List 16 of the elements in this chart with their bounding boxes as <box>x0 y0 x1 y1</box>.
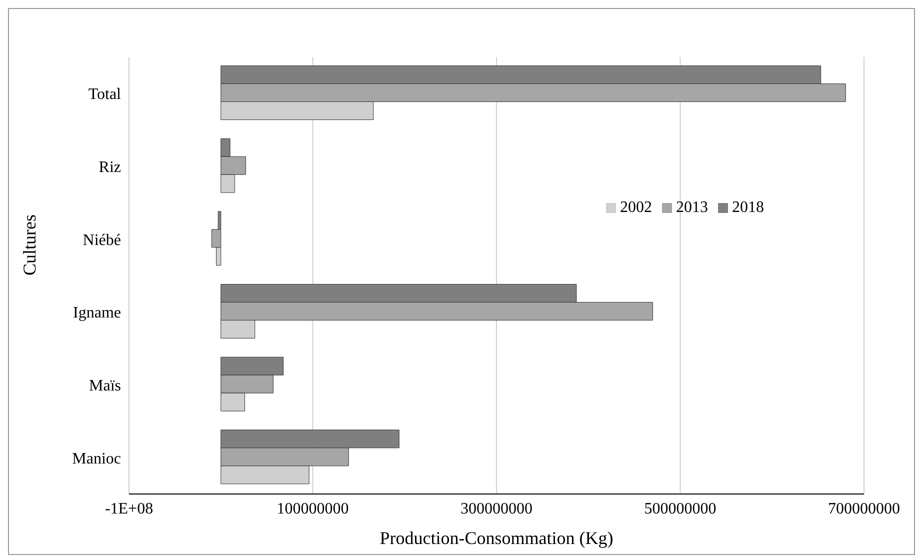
y-tick-label: Maïs <box>89 377 121 394</box>
x-axis-title: Production-Consommation (Kg) <box>380 528 614 548</box>
y-tick-label: Igname <box>73 304 121 322</box>
x-tick-label: 300000000 <box>460 500 532 518</box>
x-tick-label: -1E+08 <box>104 500 154 518</box>
y-tick-label: Riz <box>98 158 121 176</box>
y-tick-label: Niébé <box>82 232 121 249</box>
x-tick-label: 700000000 <box>828 500 900 518</box>
x-tick-label: 100000000 <box>276 500 349 518</box>
y-axis-title: Cultures <box>19 214 40 276</box>
legend-label: 2002 <box>620 199 652 216</box>
legend-label: 2013 <box>676 199 708 216</box>
legend-label: 2018 <box>732 199 764 216</box>
y-tick-label: Total <box>88 86 122 104</box>
y-tick-label: Manioc <box>72 450 121 468</box>
x-tick-label: 500000000 <box>644 500 716 518</box>
